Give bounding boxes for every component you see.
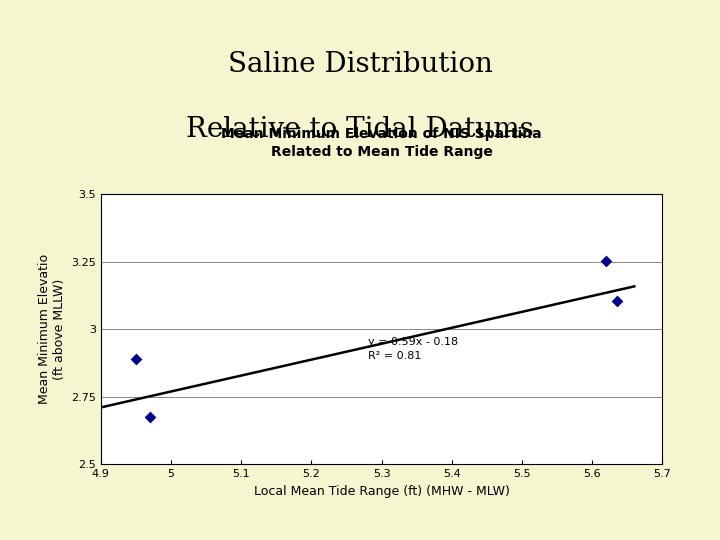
Point <box>130 355 142 363</box>
Text: Mean Minimum Elevation of NIS Spartina
Related to Mean Tide Range: Mean Minimum Elevation of NIS Spartina R… <box>221 127 542 159</box>
Text: Saline Distribution: Saline Distribution <box>228 51 492 78</box>
X-axis label: Local Mean Tide Range (ft) (MHW - MLW): Local Mean Tide Range (ft) (MHW - MLW) <box>253 485 510 498</box>
Point <box>144 413 156 421</box>
Point <box>611 296 623 305</box>
Point <box>600 256 612 265</box>
Text: Relative to Tidal Datums: Relative to Tidal Datums <box>186 116 534 143</box>
Y-axis label: Mean Minimum Elevatio
(ft above MLLW): Mean Minimum Elevatio (ft above MLLW) <box>37 254 66 404</box>
Text: y = 0.59x - 0.18
R² = 0.81: y = 0.59x - 0.18 R² = 0.81 <box>367 338 458 361</box>
